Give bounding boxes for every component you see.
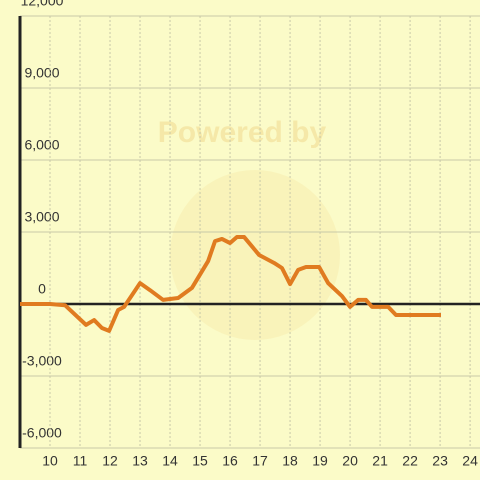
y-tick-label: -6,000	[22, 425, 62, 441]
x-tick-label: 16	[222, 453, 238, 469]
x-tick-label: 19	[312, 453, 328, 469]
y-tick-label: 6,000	[24, 137, 59, 153]
x-tick-label: 15	[192, 453, 208, 469]
x-tick-label: 24	[462, 453, 478, 469]
watermark: Powered by	[158, 116, 327, 149]
x-tick-label: 11	[73, 453, 88, 469]
y-tick-label: -3,000	[22, 353, 62, 369]
x-tick-label: 18	[282, 453, 298, 469]
y-tick-label: 9,000	[24, 65, 59, 81]
x-tick-label: 17	[252, 453, 268, 469]
y-tick-label: 3,000	[24, 209, 59, 225]
y-tick-label: 12,000	[21, 0, 64, 9]
line	[20, 235, 441, 333]
x-tick-label: 20	[342, 453, 358, 469]
x-tick-label: 23	[432, 453, 448, 469]
x-tick-label: 13	[132, 453, 148, 469]
x-tick-label: 10	[42, 453, 58, 469]
x-tick-label: 22	[402, 453, 418, 469]
y-tick-label: 0	[38, 281, 46, 297]
watermark-logo	[170, 170, 340, 340]
x-tick-label: 21	[372, 453, 388, 469]
x-tick-label: 14	[162, 453, 178, 469]
x-tick-label: 12	[102, 453, 118, 469]
